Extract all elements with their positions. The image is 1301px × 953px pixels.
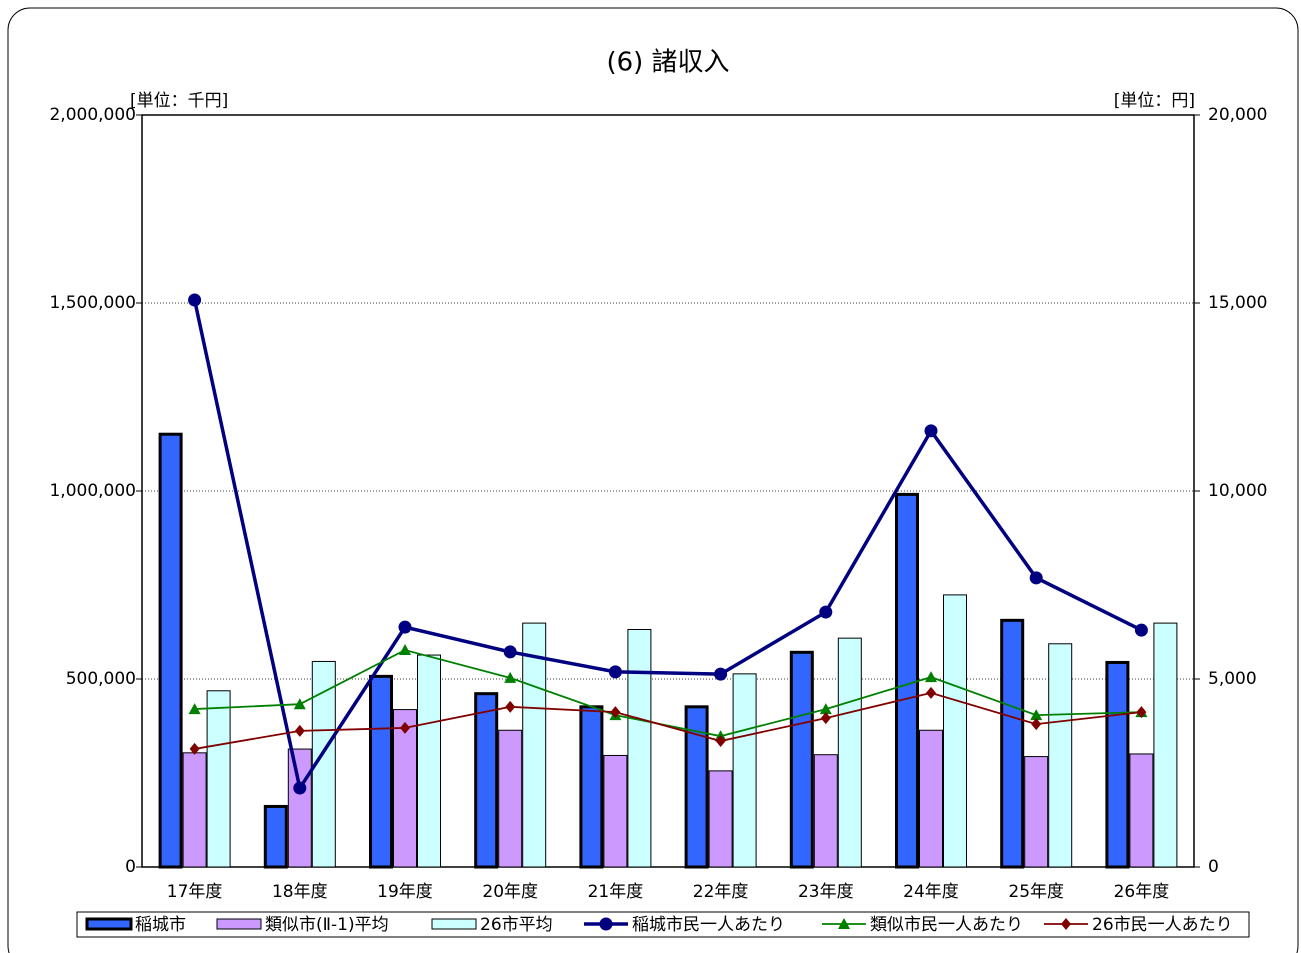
bar (732, 673, 757, 868)
line-marker (189, 742, 200, 755)
bar (1105, 660, 1130, 869)
bar (393, 709, 417, 868)
legend-label: 稲城市 (135, 915, 186, 935)
y2-tick-label: 15,000 (1208, 293, 1267, 313)
line-marker (714, 667, 728, 681)
legend-swatch (431, 918, 477, 930)
bar (603, 754, 628, 868)
legend-label: 26市平均 (480, 915, 553, 935)
y-tick-label: 1,500,000 (49, 293, 136, 313)
bar (919, 729, 943, 868)
y2-tick-label: 5,000 (1208, 669, 1257, 689)
y-tick-label: 1,000,000 (49, 481, 136, 501)
bar (1048, 643, 1073, 868)
line-marker (504, 671, 517, 683)
legend-label: 稲城市民一人あたり (632, 915, 785, 935)
line (194, 649, 1142, 738)
x-tick-label: 18年度 (272, 882, 328, 902)
line-marker (838, 918, 850, 929)
y2-tick-label: 0 (1208, 857, 1219, 877)
legend-label: 類似市(Ⅱ-1)平均 (265, 915, 389, 935)
line-marker (599, 917, 613, 931)
line-marker (398, 620, 412, 634)
line-marker (1030, 709, 1043, 721)
line-marker (1061, 918, 1071, 930)
bar (311, 660, 336, 868)
bar (943, 594, 967, 868)
bar (417, 654, 441, 868)
x-tick-label: 24年度 (903, 882, 959, 902)
y-tick-label: 500,000 (66, 669, 136, 689)
bar (1129, 753, 1154, 868)
x-tick-label: 17年度 (167, 882, 223, 902)
bar (684, 705, 709, 869)
line-marker (294, 724, 305, 737)
line-marker (1134, 623, 1148, 637)
chart-title: (6) 諸収入 (606, 48, 729, 78)
y2-tick-label: 20,000 (1208, 105, 1267, 125)
x-tick-label: 26年度 (1114, 882, 1170, 902)
line (194, 691, 1142, 750)
bar (1000, 618, 1025, 869)
legend-swatch (85, 917, 133, 931)
bar (789, 650, 814, 869)
line-marker (503, 645, 517, 659)
y-tick-label: 0 (125, 857, 136, 877)
x-tick-label: 22年度 (693, 882, 749, 902)
legend-label: 26市民一人あたり (1092, 915, 1233, 935)
line-marker (188, 703, 201, 715)
bar (263, 804, 288, 869)
bar (708, 770, 733, 868)
legend-label: 類似市民一人あたり (870, 915, 1023, 935)
line (192, 299, 1143, 793)
line-marker (505, 700, 516, 713)
bar (498, 729, 523, 868)
line-marker (1029, 571, 1043, 585)
bar (627, 628, 652, 868)
line-marker (819, 703, 832, 715)
bar (1024, 756, 1049, 868)
line-marker (188, 293, 202, 307)
x-tick-label: 20年度 (482, 882, 538, 902)
legend-swatch (216, 918, 262, 930)
line-marker (1031, 718, 1042, 731)
bar (206, 690, 231, 868)
bar (895, 492, 919, 869)
line-marker (924, 424, 938, 438)
bar (837, 637, 862, 868)
y-tick-label: 2,000,000 (49, 105, 136, 125)
x-tick-label: 25年度 (1008, 882, 1064, 902)
bar (287, 748, 312, 868)
bar (474, 692, 499, 869)
line-marker (925, 671, 937, 683)
line-marker (293, 781, 307, 795)
x-tick-label: 21年度 (588, 882, 644, 902)
bar (813, 754, 838, 868)
line-marker (1136, 706, 1147, 719)
bar (158, 432, 183, 869)
line-marker (400, 721, 410, 734)
line-marker (926, 686, 936, 699)
bar (369, 674, 393, 869)
line-marker (819, 605, 833, 619)
line-marker (399, 644, 411, 656)
x-tick-label: 23年度 (798, 882, 854, 902)
line-marker (820, 712, 831, 725)
x-tick-label: 19年度 (377, 882, 433, 902)
line-marker (293, 698, 306, 710)
line-marker (608, 665, 622, 679)
line-marker (610, 706, 621, 719)
line-marker (715, 735, 726, 748)
bar (182, 752, 207, 868)
bar (579, 705, 604, 869)
y-unit-label: [単位：千円] (130, 91, 228, 111)
y2-unit-label: [単位：円] (1114, 91, 1195, 111)
bar (1153, 622, 1178, 868)
y2-tick-label: 10,000 (1208, 481, 1267, 501)
